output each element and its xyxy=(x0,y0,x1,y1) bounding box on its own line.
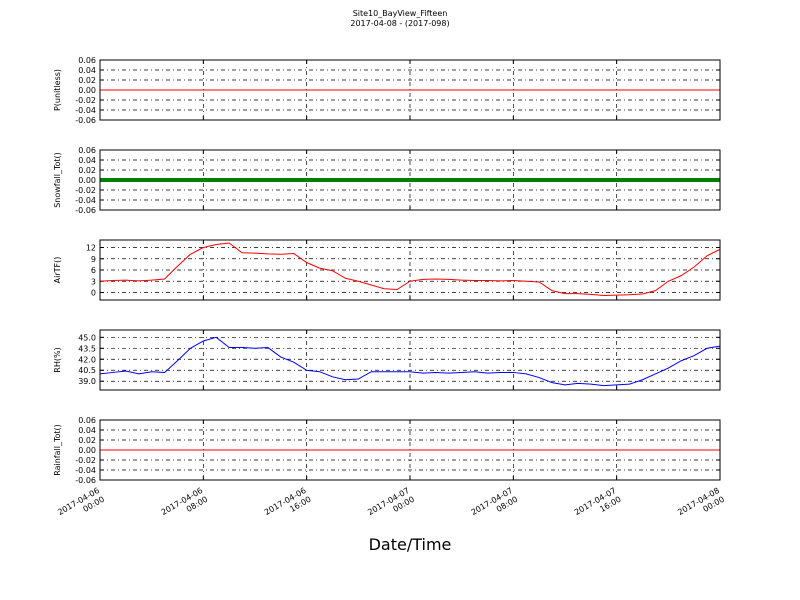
x-tick-label: 2017-04-0600:00 xyxy=(56,486,106,526)
y-tick-label: -0.02 xyxy=(75,456,96,465)
plot-frame xyxy=(99,149,721,211)
y-tick-label: 12 xyxy=(86,244,96,253)
x-tick-label: 2017-04-0716:00 xyxy=(573,486,623,526)
y-tick-label: -0.04 xyxy=(75,466,96,475)
y-tick-label: -0.02 xyxy=(75,96,96,105)
x-tick-label: 2017-04-0608:00 xyxy=(160,486,210,526)
y-tick-label: 0.02 xyxy=(78,76,96,85)
y-tick-label: 0.02 xyxy=(78,166,96,175)
y-tick-label: 0.00 xyxy=(78,176,96,185)
y-axis-label: RH(%) xyxy=(53,347,62,372)
x-tick-label: 2017-04-0700:00 xyxy=(366,486,416,526)
x-tick-label: 2017-04-0800:00 xyxy=(676,486,726,526)
y-tick-label: -0.06 xyxy=(75,476,96,485)
figure-subtitle: 2017-04-08 - (2017-098) xyxy=(350,19,449,28)
y-tick-label: -0.02 xyxy=(75,186,96,195)
figure-title: Site10_BayView_Fifteen xyxy=(353,9,448,18)
x-axis-label: Date/Time xyxy=(369,535,452,554)
y-tick-label: 0.00 xyxy=(78,446,96,455)
y-tick-label: 0.06 xyxy=(78,56,96,65)
y-tick-label: 0.04 xyxy=(78,426,96,435)
y-tick-label: 0 xyxy=(91,289,96,298)
y-tick-label: 45.0 xyxy=(78,333,96,342)
y-tick-label: 0.04 xyxy=(78,156,96,165)
plot-frame xyxy=(99,329,721,391)
y-tick-label: 42.0 xyxy=(78,355,96,364)
y-tick-label: -0.04 xyxy=(75,196,96,205)
y-tick-label: 0.04 xyxy=(78,66,96,75)
x-tick-label: 2017-04-0708:00 xyxy=(470,486,520,526)
y-tick-label: 40.5 xyxy=(78,366,96,375)
plot-frame xyxy=(99,59,721,121)
y-tick-label: 3 xyxy=(91,277,96,286)
plot-frame xyxy=(99,419,721,481)
y-tick-label: 9 xyxy=(91,255,96,264)
y-tick-label: 43.5 xyxy=(78,344,96,353)
y-axis-label: Snowfall_Tot() xyxy=(53,152,62,208)
y-tick-label: 0.00 xyxy=(78,86,96,95)
y-tick-label: -0.06 xyxy=(75,206,96,215)
y-tick-label: -0.06 xyxy=(75,116,96,125)
y-tick-label: 0.06 xyxy=(78,146,96,155)
data-line xyxy=(99,336,721,387)
y-axis-label: AirTF() xyxy=(53,257,62,284)
plot-frame xyxy=(99,239,721,301)
y-axis-label: Rainfall_Tot() xyxy=(53,424,62,476)
x-tick-label: 2017-04-0616:00 xyxy=(263,486,313,526)
y-axis-label: P(unitless) xyxy=(53,69,62,111)
y-tick-label: -0.04 xyxy=(75,106,96,115)
y-tick-label: 39.0 xyxy=(78,377,96,386)
data-line xyxy=(99,242,721,297)
y-tick-label: 6 xyxy=(91,266,96,275)
y-tick-label: 0.02 xyxy=(78,436,96,445)
y-tick-label: 0.06 xyxy=(78,416,96,425)
